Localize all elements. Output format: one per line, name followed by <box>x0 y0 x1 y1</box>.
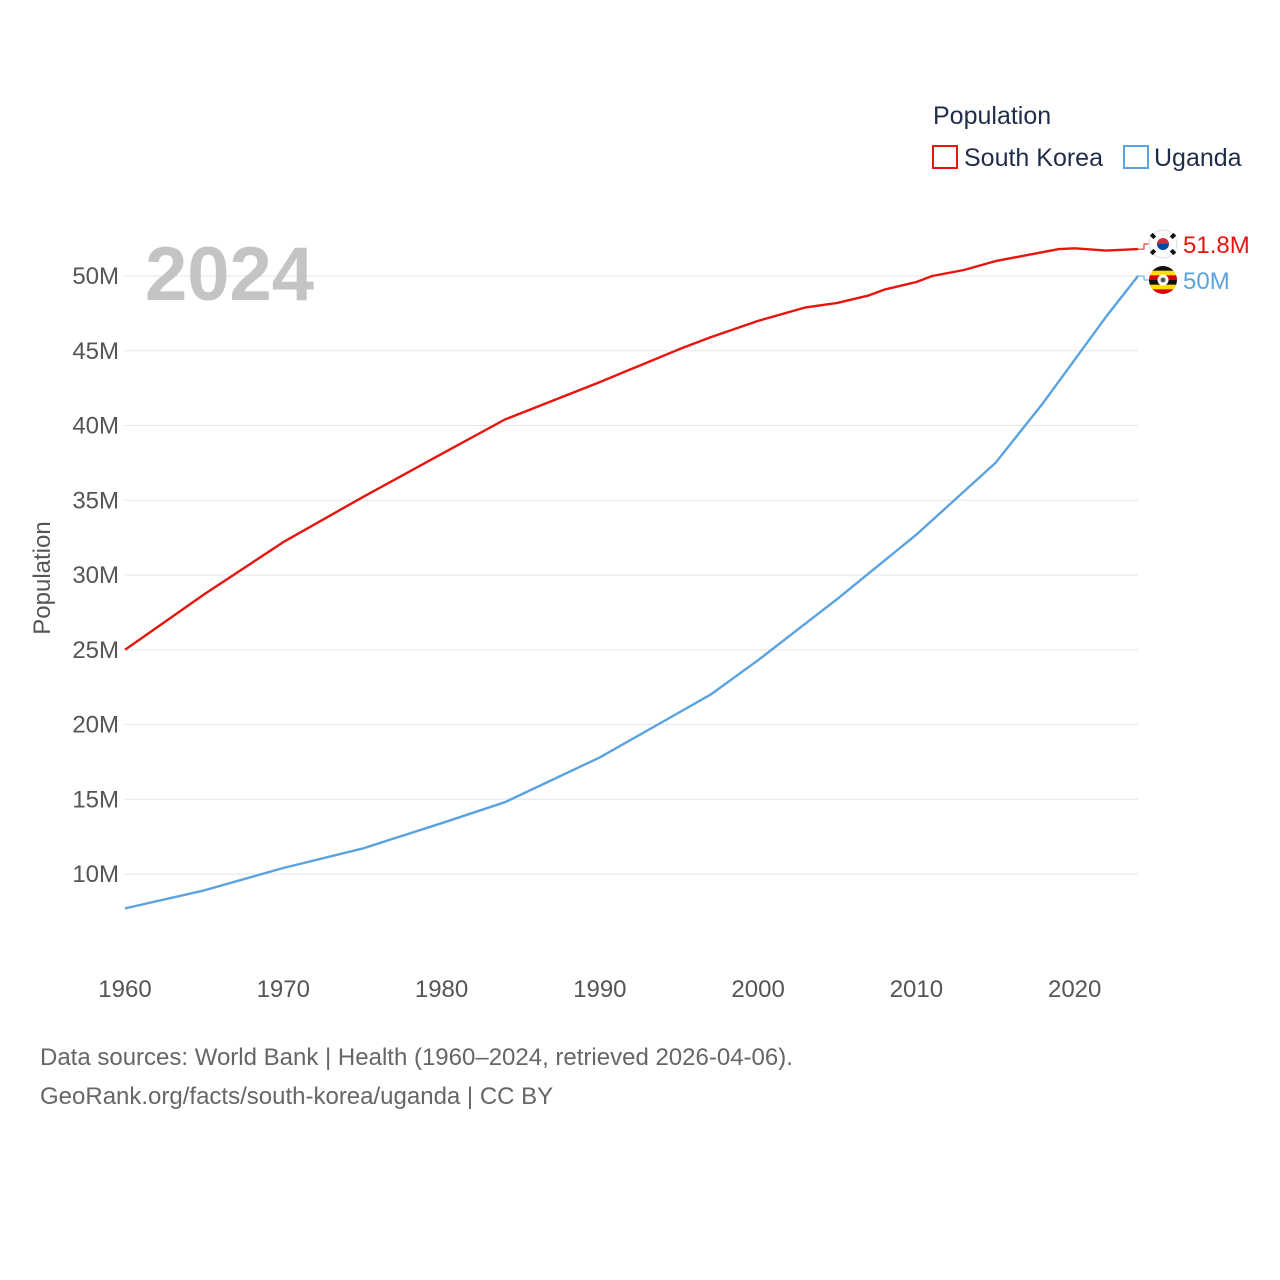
legend-label-south-korea[interactable]: South Korea <box>964 144 1103 172</box>
y-tick-label: 10M <box>72 861 119 888</box>
y-tick-label: 35M <box>72 487 119 514</box>
y-tick-label: 20M <box>72 712 119 739</box>
legend-title: Population <box>933 102 1051 130</box>
x-tick-label: 1980 <box>415 976 468 1003</box>
y-axis-ticks: 10M 15M 20M 25M 30M 35M 40M 45M 50M <box>72 263 119 888</box>
y-axis-title: Population <box>29 521 56 634</box>
south-korea-flag-icon <box>1148 229 1178 259</box>
x-tick-label: 2000 <box>731 976 784 1003</box>
end-markers: 51.8M 50M <box>1138 229 1250 295</box>
y-tick-label: 15M <box>72 786 119 813</box>
x-tick-label: 2010 <box>890 976 943 1003</box>
y-tick-label: 45M <box>72 338 119 365</box>
x-tick-label: 1970 <box>257 976 310 1003</box>
series-line-south-korea[interactable] <box>124 247 1139 651</box>
series-line-uganda[interactable] <box>124 275 1139 910</box>
legend: Population South Korea Uganda <box>932 102 1242 172</box>
y-tick-label: 30M <box>72 562 119 589</box>
x-tick-label: 2020 <box>1048 976 1101 1003</box>
series-lines <box>124 247 1139 910</box>
gridlines <box>125 275 1138 875</box>
legend-swatch-south-korea[interactable] <box>932 145 958 169</box>
year-watermark: 2024 <box>145 232 314 317</box>
x-tick-label: 1960 <box>98 976 151 1003</box>
end-value-label-uganda: 50M <box>1183 268 1230 295</box>
x-axis-ticks: 1960 1970 1980 1990 2000 2010 2020 <box>98 976 1101 1003</box>
y-tick-label: 25M <box>72 637 119 664</box>
connector-uganda <box>1138 275 1149 281</box>
x-tick-label: 1990 <box>573 976 626 1003</box>
legend-label-uganda[interactable]: Uganda <box>1154 144 1242 172</box>
data-source-text: Data sources: World Bank | Health (1960–… <box>40 1044 793 1071</box>
attribution-link[interactable]: GeoRank.org/facts/south-korea/uganda | C… <box>40 1083 554 1110</box>
y-tick-label: 50M <box>72 263 119 290</box>
y-tick-label: 40M <box>72 413 119 440</box>
uganda-flag-icon <box>1149 266 1177 294</box>
connector-south-korea <box>1138 243 1149 250</box>
legend-swatch-uganda[interactable] <box>1123 145 1149 169</box>
end-value-label-south-korea: 51.8M <box>1183 232 1250 259</box>
